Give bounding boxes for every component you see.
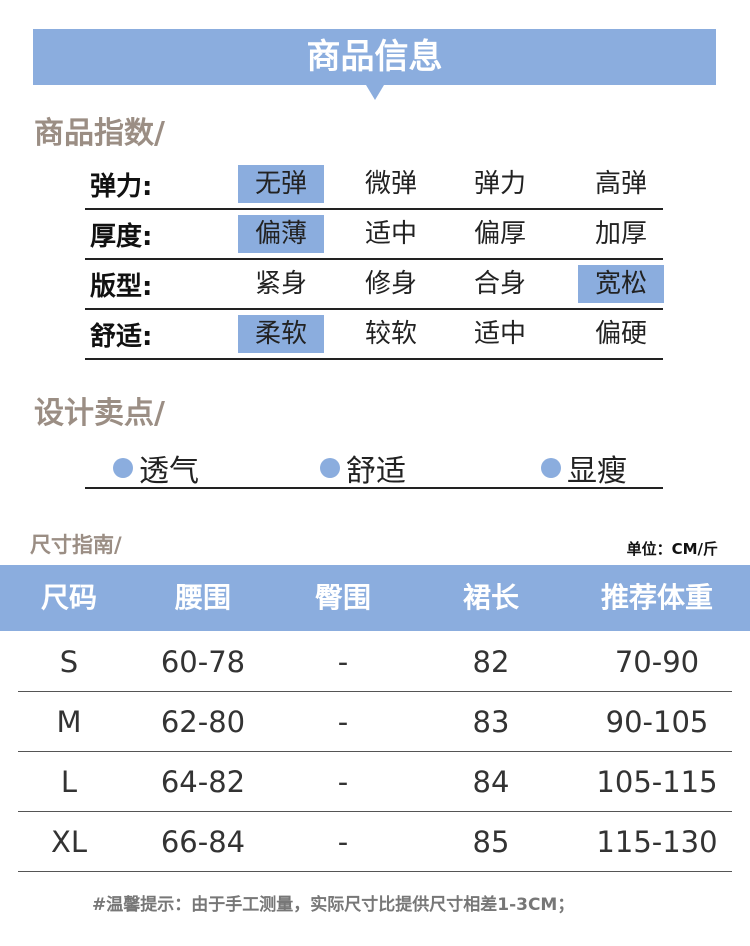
- size-section-title: 尺寸指南/: [30, 533, 122, 557]
- table-cell: 60-78: [160, 645, 246, 679]
- index-row: 版型: 紧身 修身 合身 宽松: [85, 260, 664, 310]
- index-option-selected: 宽松: [578, 265, 664, 303]
- index-label: 舒适:: [90, 322, 153, 352]
- selling-point: 显瘦: [541, 446, 627, 490]
- table-cell: -: [337, 705, 349, 739]
- selling-point: 透气: [113, 446, 199, 490]
- table-row: S 60-78 - 82 70-90: [18, 632, 732, 692]
- index-option: 微弹: [364, 169, 417, 199]
- index-section-title: 商品指数/: [34, 116, 165, 151]
- index-option: 修身: [364, 269, 417, 299]
- index-option: 高弹: [594, 169, 647, 199]
- design-section-title: 设计卖点/: [34, 396, 165, 431]
- index-option: 适中: [473, 319, 526, 349]
- column-header: 推荐体重: [600, 581, 714, 614]
- table-row: L 64-82 - 84 105-115: [18, 752, 732, 812]
- divider: [85, 487, 663, 489]
- table-cell: M: [56, 705, 82, 739]
- column-header: 臀围: [314, 581, 372, 614]
- table-row: M 62-80 - 83 90-105: [18, 692, 732, 752]
- index-option: 弹力: [473, 169, 526, 199]
- index-option: 合身: [473, 269, 526, 299]
- index-option: 偏硬: [594, 319, 647, 349]
- index-row: 弹力: 无弹 微弹 弹力 高弹: [85, 160, 663, 210]
- table-cell: 84: [472, 765, 510, 799]
- table-cell: 83: [472, 705, 510, 739]
- index-label: 厚度:: [90, 222, 153, 252]
- table-cell: L: [60, 765, 78, 799]
- table-cell: 64-82: [160, 765, 246, 799]
- table-cell: 82: [472, 645, 510, 679]
- table-cell: -: [337, 765, 349, 799]
- index-option: 紧身: [254, 269, 307, 299]
- index-option-selected: 柔软: [238, 315, 324, 353]
- table-cell: -: [337, 825, 349, 859]
- note: #温馨提示：由于手工测量，实际尺寸比提供尺寸相差1-3CM；: [92, 895, 575, 915]
- index-row: 厚度: 偏薄 适中 偏厚 加厚: [85, 210, 663, 260]
- table-cell: -: [337, 645, 349, 679]
- size-table-header: 尺码 腰围 臀围 裙长 推荐体重: [0, 565, 750, 631]
- selling-point: 舒适: [320, 446, 406, 490]
- index-option: 加厚: [594, 219, 647, 249]
- table-row: XL 66-84 - 85 115-130: [18, 812, 732, 872]
- table-cell: 105-115: [596, 765, 718, 799]
- column-header: 腰围: [174, 581, 232, 614]
- index-label: 弹力:: [90, 172, 153, 202]
- bullet-icon: [320, 458, 340, 478]
- table-cell: S: [59, 645, 79, 679]
- index-option-selected: 偏薄: [238, 215, 324, 253]
- index-row: 舒适: 柔软 较软 适中 偏硬: [85, 310, 663, 360]
- table-cell: 62-80: [160, 705, 246, 739]
- table-cell: 85: [472, 825, 510, 859]
- bullet-icon: [113, 458, 133, 478]
- index-option: 较软: [364, 319, 417, 349]
- table-cell: 66-84: [160, 825, 246, 859]
- table-cell: 90-105: [605, 705, 709, 739]
- table-cell: XL: [50, 825, 88, 859]
- index-option-selected: 无弹: [238, 165, 324, 203]
- index-option: 适中: [364, 219, 417, 249]
- index-label: 版型:: [90, 272, 153, 302]
- table-cell: 115-130: [596, 825, 718, 859]
- banner-pointer: [366, 85, 384, 100]
- table-cell: 70-90: [614, 645, 700, 679]
- unit-label: 单位：CM/斤: [626, 540, 718, 558]
- banner-title: 商品信息: [33, 29, 716, 85]
- column-header: 裙长: [462, 581, 520, 614]
- column-header: 尺码: [40, 581, 98, 614]
- index-option: 偏厚: [473, 219, 526, 249]
- bullet-icon: [541, 458, 561, 478]
